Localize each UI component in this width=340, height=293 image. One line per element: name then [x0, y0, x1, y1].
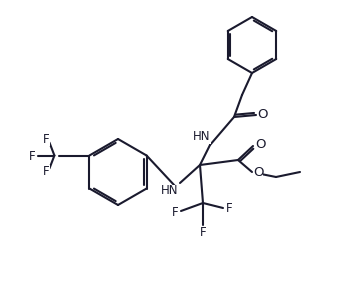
- Text: F: F: [43, 165, 50, 178]
- Text: O: O: [258, 108, 268, 120]
- Text: O: O: [255, 139, 265, 151]
- Text: F: F: [172, 205, 178, 219]
- Text: F: F: [43, 133, 50, 146]
- Text: F: F: [29, 150, 36, 163]
- Text: HN: HN: [161, 185, 179, 197]
- Text: F: F: [226, 202, 232, 215]
- Text: F: F: [200, 226, 206, 239]
- Text: O: O: [253, 166, 263, 180]
- Text: HN: HN: [193, 130, 211, 144]
